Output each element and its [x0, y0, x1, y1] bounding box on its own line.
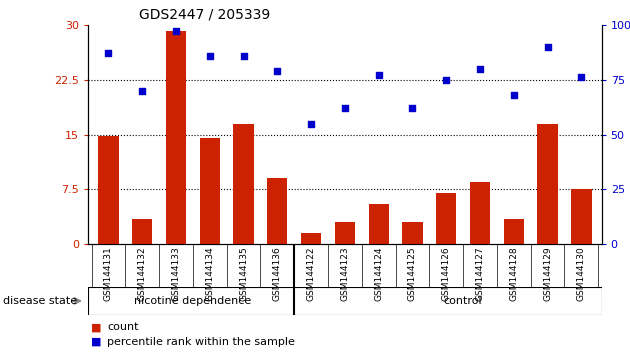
Text: GSM144133: GSM144133: [171, 246, 181, 301]
Bar: [504, 219, 524, 244]
Text: GSM144132: GSM144132: [138, 246, 147, 301]
Text: GSM144136: GSM144136: [273, 246, 282, 301]
Text: GDS2447 / 205339: GDS2447 / 205339: [139, 7, 270, 21]
Bar: [132, 219, 152, 244]
Point: [306, 121, 316, 126]
Text: percentile rank within the sample: percentile rank within the sample: [107, 337, 295, 347]
Text: count: count: [107, 322, 139, 332]
Text: nicotine dependence: nicotine dependence: [134, 296, 251, 306]
Text: GSM144125: GSM144125: [408, 246, 417, 301]
Bar: [436, 193, 456, 244]
Text: GSM144123: GSM144123: [340, 246, 350, 301]
Text: GSM144122: GSM144122: [307, 246, 316, 301]
Text: GSM144129: GSM144129: [543, 246, 552, 301]
Bar: [537, 124, 558, 244]
Bar: [267, 178, 287, 244]
Bar: [200, 138, 220, 244]
Text: ■: ■: [91, 322, 102, 332]
Point: [374, 73, 384, 78]
Text: GSM144124: GSM144124: [374, 246, 383, 301]
Text: GSM144126: GSM144126: [442, 246, 450, 301]
Point: [509, 92, 519, 98]
Point: [340, 105, 350, 111]
Bar: [166, 31, 186, 244]
Point: [103, 51, 113, 56]
Bar: [369, 204, 389, 244]
Point: [576, 75, 587, 80]
Point: [239, 53, 249, 58]
Bar: [470, 182, 490, 244]
Bar: [301, 233, 321, 244]
Text: GSM144130: GSM144130: [577, 246, 586, 301]
Point: [441, 77, 451, 82]
Bar: [234, 124, 254, 244]
Text: GSM144134: GSM144134: [205, 246, 214, 301]
Bar: [571, 189, 592, 244]
Point: [205, 53, 215, 58]
Text: GSM144135: GSM144135: [239, 246, 248, 301]
Point: [171, 29, 181, 34]
Bar: [98, 136, 118, 244]
Bar: [335, 222, 355, 244]
Text: GSM144128: GSM144128: [509, 246, 518, 301]
Bar: [403, 222, 423, 244]
Point: [408, 105, 418, 111]
Text: GSM144131: GSM144131: [104, 246, 113, 301]
Text: ■: ■: [91, 337, 102, 347]
Point: [272, 68, 282, 74]
Point: [137, 88, 147, 93]
Point: [542, 44, 553, 50]
Text: GSM144127: GSM144127: [476, 246, 484, 301]
Text: control: control: [444, 296, 483, 306]
Text: disease state: disease state: [3, 296, 77, 306]
Point: [475, 66, 485, 72]
